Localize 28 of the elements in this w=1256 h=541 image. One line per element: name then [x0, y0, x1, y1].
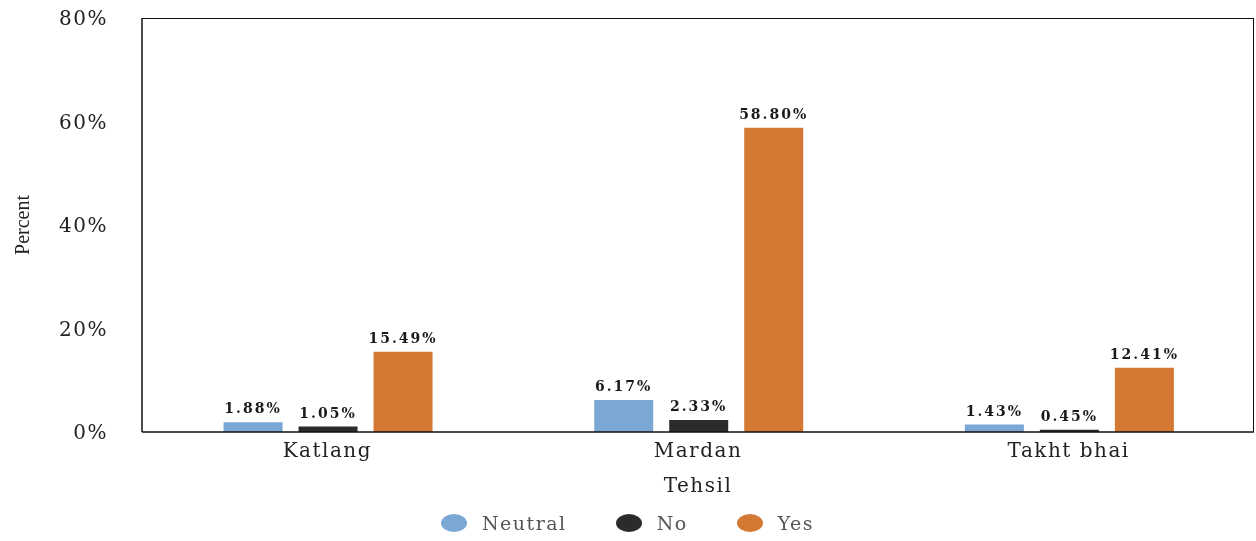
y-tick-label: 20% — [59, 316, 108, 341]
y-axis-title: Percent — [11, 194, 33, 255]
data-label: 15.49% — [368, 329, 438, 346]
x-tick-label: Mardan — [653, 438, 743, 463]
data-label: 1.88% — [224, 400, 282, 417]
legend-label: Yes — [777, 511, 815, 534]
data-label: 58.80% — [739, 105, 809, 122]
y-tick-label: 0% — [73, 420, 108, 445]
data-label: 2.33% — [670, 397, 728, 414]
data-label: 0.45% — [1040, 407, 1099, 424]
data-label: 12.41% — [1109, 345, 1179, 362]
legend-label: No — [656, 511, 688, 534]
bar — [1114, 367, 1174, 432]
data-label: 6.17% — [595, 378, 653, 395]
data-label: 1.05% — [299, 404, 357, 421]
y-tick-label: 60% — [59, 109, 108, 134]
y-tick-label: 80% — [59, 6, 108, 31]
x-axis-title: Tehsil — [663, 473, 733, 497]
x-tick-label: Takht bhai — [1007, 438, 1130, 463]
legend-label: Neutral — [481, 511, 567, 534]
bar — [744, 127, 804, 432]
bar — [669, 419, 729, 432]
bar — [594, 400, 654, 432]
bar — [373, 351, 433, 432]
y-tick-label: 40% — [59, 213, 108, 238]
data-label: 1.43% — [965, 402, 1024, 419]
x-tick-label: Katlang — [282, 438, 373, 463]
bar — [223, 422, 283, 432]
